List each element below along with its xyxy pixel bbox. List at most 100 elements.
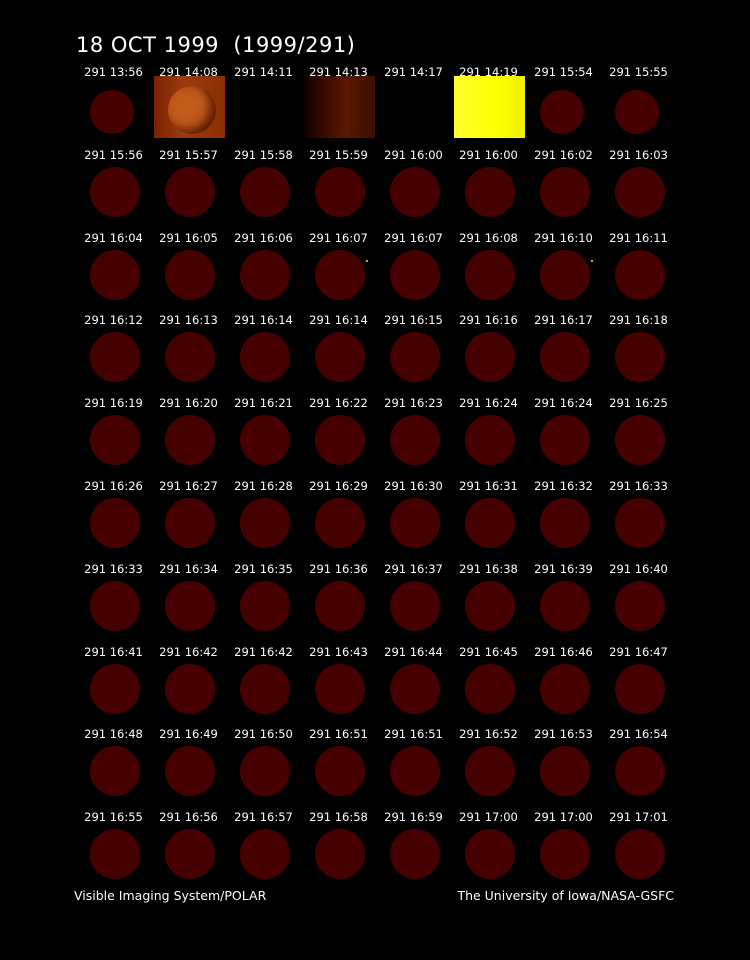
earth-disk (465, 166, 515, 217)
frame-timestamp-label: 291 16:30 (384, 479, 443, 493)
image-frame: 291 16:00 (376, 148, 451, 231)
frame-timestamp-label: 291 16:02 (534, 147, 593, 162)
image-frame: 291 16:16 (451, 313, 526, 396)
image-frame: 291 14:17 (376, 65, 451, 148)
image-frame: 291 16:54 (601, 727, 676, 810)
frame-timestamp-label: 291 16:31 (459, 479, 518, 493)
image-frame: 291 17:00 (526, 810, 601, 893)
image-frame: 291 16:51 (376, 727, 451, 810)
frame-image (79, 821, 150, 883)
earth-disk (315, 746, 365, 797)
earth-disk (240, 746, 290, 797)
earth-disk (390, 332, 440, 383)
frame-image (229, 490, 300, 552)
frame-image (304, 821, 375, 883)
frame-timestamp-label: 291 16:55 (84, 810, 143, 825)
earth-disk (465, 249, 515, 300)
earth-disk (390, 249, 440, 300)
frame-timestamp-label: 291 16:16 (459, 313, 518, 328)
frame-image (229, 407, 300, 469)
frame-timestamp-label: 291 15:55 (609, 65, 668, 79)
earth-disk (465, 746, 515, 797)
earth-disk (615, 332, 665, 383)
image-frame: 291 16:27 (151, 479, 226, 562)
image-frame: 291 16:47 (601, 645, 676, 728)
frame-timestamp-label: 291 16:21 (234, 396, 293, 411)
frame-timestamp-label: 291 13:56 (84, 65, 143, 79)
image-frame: 291 17:00 (451, 810, 526, 893)
earth-disk (390, 166, 440, 217)
frame-image (454, 242, 525, 304)
image-frame: 291 16:15 (376, 313, 451, 396)
earth-disk (315, 332, 365, 383)
earth-disk (465, 829, 515, 880)
image-frame: 291 16:19 (76, 396, 151, 479)
frame-image (154, 159, 225, 221)
image-frame: 291 16:44 (376, 645, 451, 728)
frame-image (529, 573, 600, 635)
earth-disk (390, 498, 440, 548)
image-frame: 291 16:29 (301, 479, 376, 562)
image-frame: 291 16:28 (226, 479, 301, 562)
frame-timestamp-label: 291 15:59 (309, 147, 368, 162)
frame-image (604, 490, 675, 552)
earth-disk (540, 663, 590, 714)
image-frame: 291 17:01 (601, 810, 676, 893)
image-frame: 291 16:50 (226, 727, 301, 810)
image-frame: 291 16:08 (451, 231, 526, 314)
frame-timestamp-label: 291 17:00 (459, 810, 518, 825)
frame-timestamp-label: 291 16:22 (309, 396, 368, 411)
earth-disk (540, 249, 590, 300)
frame-image (304, 738, 375, 800)
earth-disk (168, 86, 216, 134)
frame-timestamp-label: 291 14:13 (309, 65, 368, 79)
frame-image (154, 76, 225, 138)
image-frame: 291 16:53 (526, 727, 601, 810)
frame-image (454, 407, 525, 469)
frame-image (229, 821, 300, 883)
earth-disk (90, 663, 140, 714)
earth-disk (90, 249, 140, 300)
earth-disk (390, 580, 440, 631)
frame-timestamp-label: 291 16:53 (534, 727, 593, 742)
frame-image (79, 159, 150, 221)
frame-timestamp-label: 291 16:07 (384, 230, 443, 245)
earth-disk (315, 166, 365, 217)
frame-timestamp-label: 291 16:05 (159, 230, 218, 245)
frame-timestamp-label: 291 16:59 (384, 810, 443, 825)
frame-timestamp-label: 291 17:00 (534, 810, 593, 825)
frame-image (79, 324, 150, 386)
image-frame: 291 15:55 (601, 65, 676, 148)
image-frame: 291 16:57 (226, 810, 301, 893)
frame-image (304, 656, 375, 718)
frame-image (529, 490, 600, 552)
frame-timestamp-label: 291 16:51 (309, 727, 368, 742)
frame-image (454, 821, 525, 883)
image-frame: 291 16:46 (526, 645, 601, 728)
frame-timestamp-label: 291 16:03 (609, 147, 668, 162)
earth-disk (165, 249, 215, 300)
frame-image (454, 656, 525, 718)
frame-image (379, 490, 450, 552)
frame-image (304, 490, 375, 552)
frame-image (604, 76, 675, 138)
image-frame: 291 16:03 (601, 148, 676, 231)
image-frame: 291 16:21 (226, 396, 301, 479)
image-frame: 291 15:58 (226, 148, 301, 231)
frame-timestamp-label: 291 16:00 (459, 147, 518, 162)
frame-timestamp-label: 291 16:27 (159, 479, 218, 493)
frame-timestamp-label: 291 16:12 (84, 313, 143, 328)
frame-timestamp-label: 291 16:37 (384, 561, 443, 576)
earth-disk (615, 166, 665, 217)
frame-image (604, 656, 675, 718)
frame-image (379, 738, 450, 800)
earth-disk (240, 332, 290, 383)
earth-disk (165, 332, 215, 383)
frame-image (79, 738, 150, 800)
earth-disk (615, 249, 665, 300)
image-frame: 291 16:11 (601, 231, 676, 314)
frame-image (154, 407, 225, 469)
frame-timestamp-label: 291 16:57 (234, 810, 293, 825)
frame-image (454, 573, 525, 635)
image-frame: 291 15:56 (76, 148, 151, 231)
